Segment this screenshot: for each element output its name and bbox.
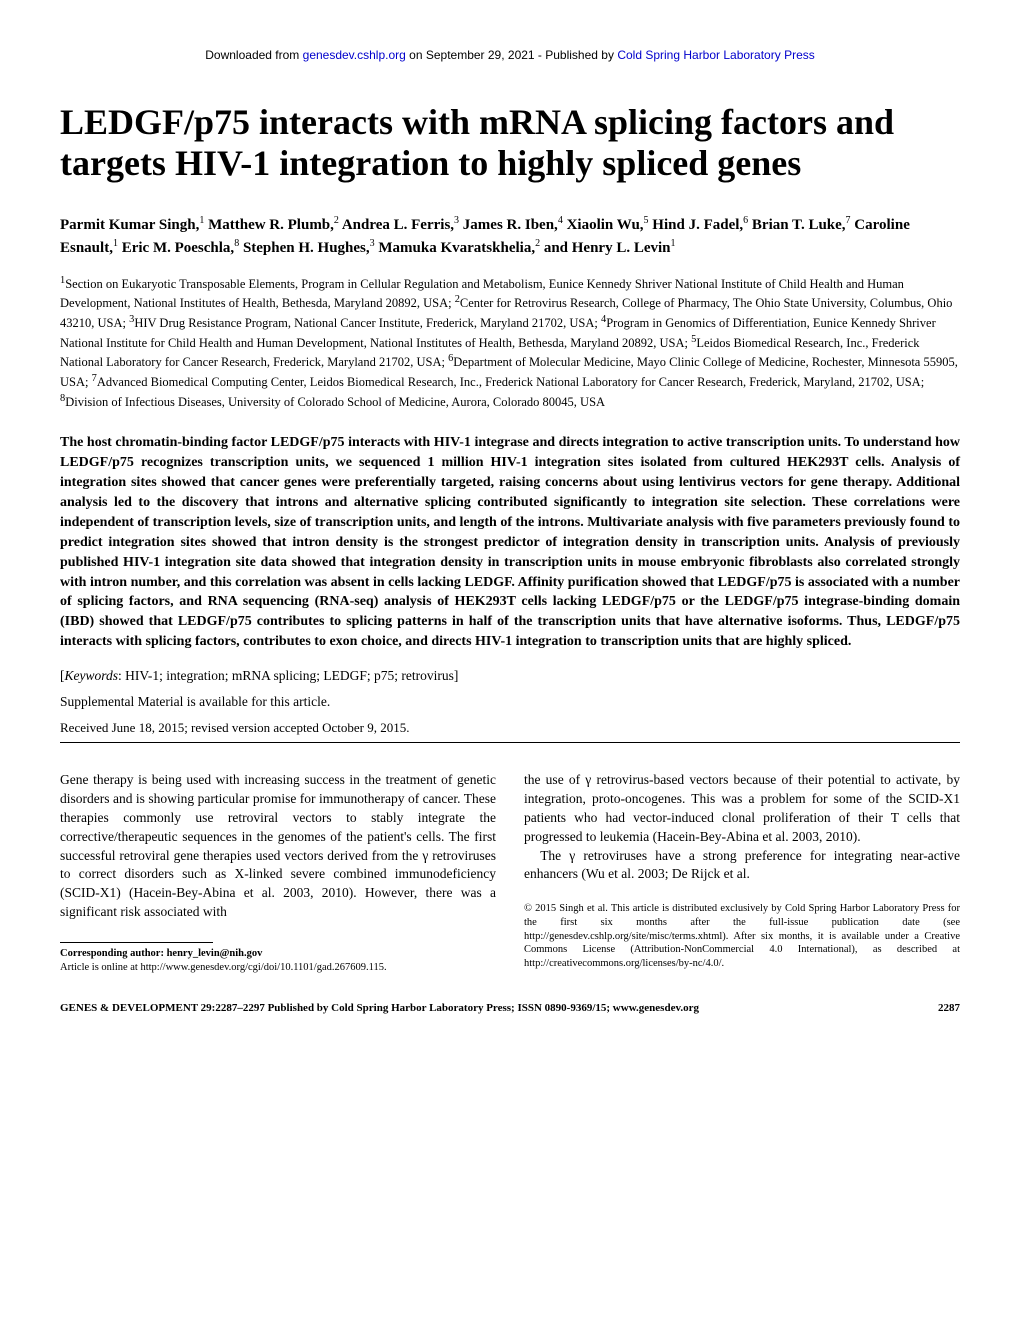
page-number: 2287 [938,1002,960,1014]
keywords: [Keywords: HIV-1; integration; mRNA spli… [60,668,960,684]
banner-middle: on September 29, 2021 - Published by [406,48,617,62]
footnotes: Corresponding author: henry_levin@nih.go… [60,947,496,974]
body-paragraph: The γ retroviruses have a strong prefere… [524,847,960,885]
banner-prefix: Downloaded from [205,48,302,62]
authors-list: Parmit Kumar Singh,1 Matthew R. Plumb,2 … [60,213,960,260]
received-dates: Received June 18, 2015; revised version … [60,720,960,736]
banner-link-2[interactable]: Cold Spring Harbor Laboratory Press [617,48,814,62]
copyright-notice: © 2015 Singh et al. This article is dist… [524,902,960,970]
left-column: Gene therapy is being used with increasi… [60,771,496,974]
download-banner: Downloaded from genesdev.cshlp.org on Se… [60,40,960,82]
body-columns: Gene therapy is being used with increasi… [60,771,960,974]
corresponding-email: henry_levin@nih.gov [167,948,263,959]
body-paragraph: Gene therapy is being used with increasi… [60,771,496,922]
right-column: the use of γ retrovirus-based vectors be… [524,771,960,974]
page-footer: GENES & DEVELOPMENT 29:2287–2297 Publish… [60,1002,960,1014]
article-online: Article is online at http://www.genesdev… [60,962,387,973]
keywords-text: : HIV-1; integration; mRNA splicing; LED… [118,668,458,683]
keywords-label: Keywords [65,668,119,683]
supplemental-note: Supplemental Material is available for t… [60,694,960,710]
abstract: The host chromatin-binding factor LEDGF/… [60,433,960,652]
affiliations: 1Section on Eukaryotic Transposable Elem… [60,274,960,412]
corresponding-label: Corresponding author: [60,948,167,959]
banner-link-1[interactable]: genesdev.cshlp.org [303,48,406,62]
section-divider [60,742,960,743]
body-paragraph: the use of γ retrovirus-based vectors be… [524,771,960,847]
footnote-rule [60,942,213,943]
article-title: LEDGF/p75 interacts with mRNA splicing f… [60,102,960,185]
footer-left: GENES & DEVELOPMENT 29:2287–2297 Publish… [60,1002,699,1014]
